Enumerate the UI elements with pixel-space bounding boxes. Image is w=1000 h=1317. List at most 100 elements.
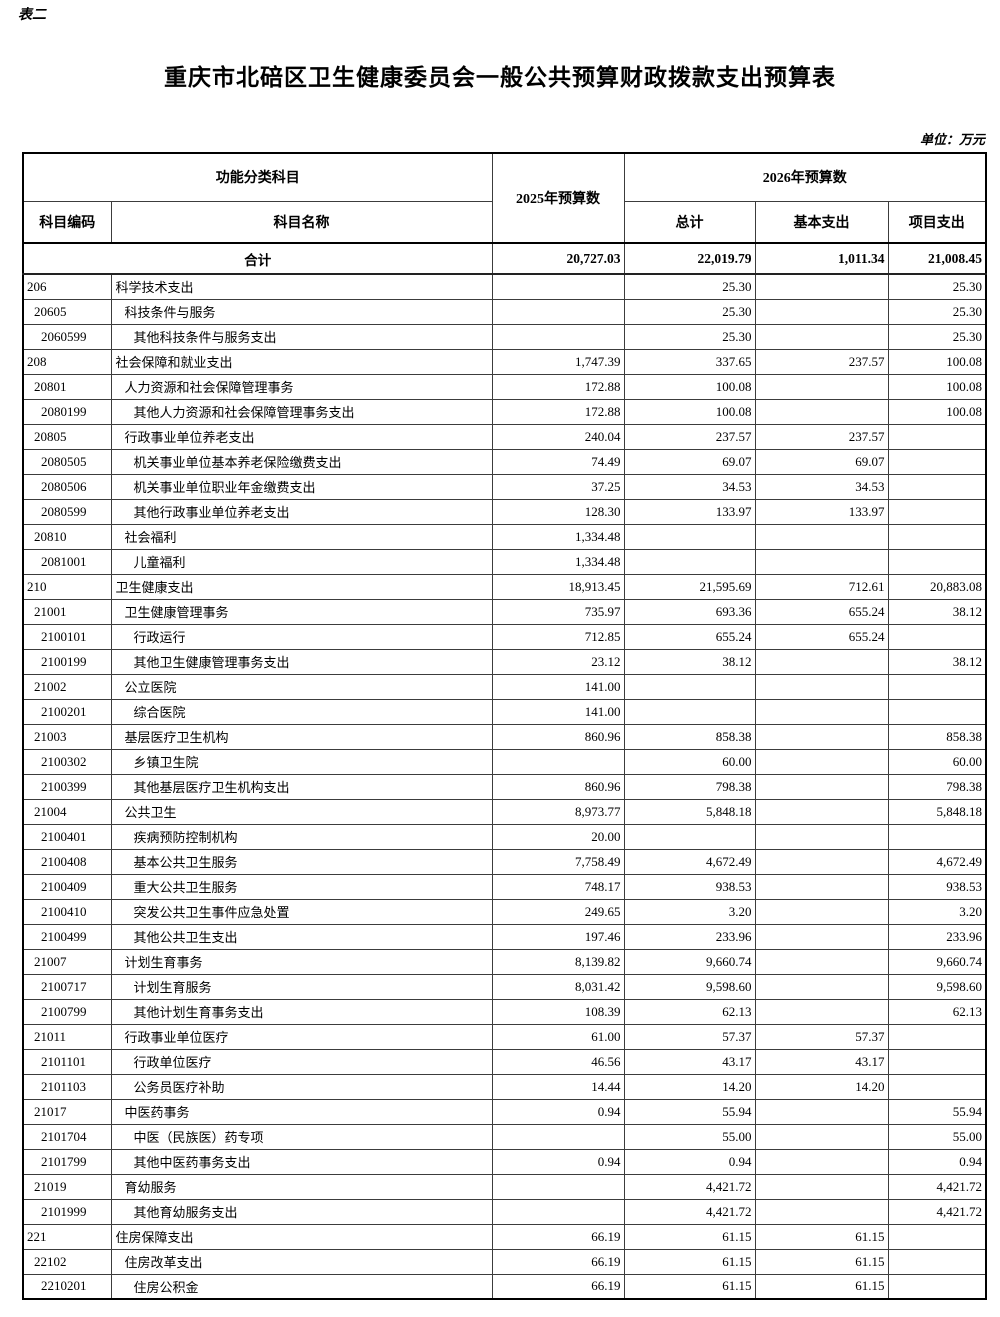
table-row: 20605 科技条件与服务 25.30 25.30 bbox=[22, 298, 987, 325]
row-subject-code: 2100302 bbox=[22, 748, 112, 775]
row-2026-project: 9,660.74 bbox=[887, 948, 987, 975]
row-subject-code: 2080506 bbox=[22, 473, 112, 500]
table-row: 2080599 其他行政事业单位养老支出 128.30 133.97 133.97 bbox=[22, 498, 987, 525]
budget-table-body: 合计 20,727.03 22,019.79 1,011.34 21,008.4… bbox=[22, 242, 987, 1300]
row-2026-basic bbox=[754, 273, 889, 300]
row-2026-basic: 237.57 bbox=[754, 423, 889, 450]
row-2025-budget: 141.00 bbox=[491, 673, 625, 700]
row-2025-budget: 14.44 bbox=[491, 1073, 625, 1100]
table-row: 2100409 重大公共卫生服务 748.17 938.53 938.53 bbox=[22, 873, 987, 900]
row-2025-budget: 18,913.45 bbox=[491, 573, 625, 600]
row-2026-project bbox=[887, 423, 987, 450]
row-2025-budget bbox=[491, 748, 625, 775]
row-2026-project bbox=[887, 1273, 987, 1300]
row-subject-code: 208 bbox=[22, 348, 112, 375]
row-subject-code: 21002 bbox=[22, 673, 112, 700]
row-subject-code: 2080599 bbox=[22, 498, 112, 525]
row-2026-basic bbox=[754, 323, 889, 350]
row-2026-total: 133.97 bbox=[623, 498, 756, 525]
row-subject-code: 2100408 bbox=[22, 848, 112, 875]
row-2026-basic: 712.61 bbox=[754, 573, 889, 600]
row-subject-code: 210 bbox=[22, 573, 112, 600]
row-subject-name: 住房公积金 bbox=[110, 1273, 493, 1300]
row-2026-basic bbox=[754, 298, 889, 325]
row-subject-name: 其他育幼服务支出 bbox=[110, 1198, 493, 1225]
row-subject-code: 2100399 bbox=[22, 773, 112, 800]
row-2026-total: 61.15 bbox=[623, 1248, 756, 1275]
row-subject-code: 21004 bbox=[22, 798, 112, 825]
row-2025-budget: 172.88 bbox=[491, 398, 625, 425]
row-2026-project: 3.20 bbox=[887, 898, 987, 925]
row-2026-project: 55.00 bbox=[887, 1123, 987, 1150]
row-2026-total bbox=[623, 548, 756, 575]
grand-total-row: 合计 20,727.03 22,019.79 1,011.34 21,008.4… bbox=[22, 242, 987, 275]
row-2026-total: 25.30 bbox=[623, 298, 756, 325]
row-subject-name: 计划生育事务 bbox=[110, 948, 493, 975]
table-row: 2100302 乡镇卫生院 60.00 60.00 bbox=[22, 748, 987, 775]
row-2026-project bbox=[887, 473, 987, 500]
table-row: 2101101 行政单位医疗 46.56 43.17 43.17 bbox=[22, 1048, 987, 1075]
row-2026-project: 5,848.18 bbox=[887, 798, 987, 825]
row-2026-project: 25.30 bbox=[887, 273, 987, 300]
row-2026-project bbox=[887, 548, 987, 575]
row-2026-basic bbox=[754, 948, 889, 975]
table-row: 20810 社会福利 1,334.48 bbox=[22, 523, 987, 550]
row-2025-budget: 8,031.42 bbox=[491, 973, 625, 1000]
grand-total-2025: 20,727.03 bbox=[491, 242, 625, 275]
table-row: 2100399 其他基层医疗卫生机构支出 860.96 798.38 798.38 bbox=[22, 773, 987, 800]
row-2026-total: 61.15 bbox=[623, 1273, 756, 1300]
row-subject-code: 221 bbox=[22, 1223, 112, 1250]
header-total: 总计 bbox=[623, 200, 756, 244]
table-row: 21011 行政事业单位医疗 61.00 57.37 57.37 bbox=[22, 1023, 987, 1050]
row-2025-budget: 249.65 bbox=[491, 898, 625, 925]
row-subject-code: 2101799 bbox=[22, 1148, 112, 1175]
row-2026-project bbox=[887, 1048, 987, 1075]
row-2025-budget: 61.00 bbox=[491, 1023, 625, 1050]
header-project-expenditure: 项目支出 bbox=[887, 200, 987, 244]
table-row: 2081001 儿童福利 1,334.48 bbox=[22, 548, 987, 575]
table-row: 2080505 机关事业单位基本养老保险缴费支出 74.49 69.07 69.07 bbox=[22, 448, 987, 475]
row-2025-budget bbox=[491, 273, 625, 300]
row-subject-name: 公立医院 bbox=[110, 673, 493, 700]
row-2026-basic: 237.57 bbox=[754, 348, 889, 375]
row-2026-basic bbox=[754, 973, 889, 1000]
row-2026-total: 69.07 bbox=[623, 448, 756, 475]
table-row: 21019 育幼服务 4,421.72 4,421.72 bbox=[22, 1173, 987, 1200]
row-subject-code: 2101999 bbox=[22, 1198, 112, 1225]
row-2026-total: 100.08 bbox=[623, 398, 756, 425]
row-subject-code: 20801 bbox=[22, 373, 112, 400]
row-subject-name: 其他人力资源和社会保障管理事务支出 bbox=[110, 398, 493, 425]
row-subject-code: 21007 bbox=[22, 948, 112, 975]
row-subject-code: 20810 bbox=[22, 523, 112, 550]
row-2026-project: 100.08 bbox=[887, 373, 987, 400]
table-row: 2100799 其他计划生育事务支出 108.39 62.13 62.13 bbox=[22, 998, 987, 1025]
row-2026-project bbox=[887, 698, 987, 725]
row-2026-total: 655.24 bbox=[623, 623, 756, 650]
row-2026-total: 34.53 bbox=[623, 473, 756, 500]
row-subject-name: 其他公共卫生支出 bbox=[110, 923, 493, 950]
row-2026-basic bbox=[754, 1173, 889, 1200]
unit-note: 单位：万元 bbox=[919, 132, 985, 147]
row-2026-total: 3.20 bbox=[623, 898, 756, 925]
table-row: 210 卫生健康支出 18,913.45 21,595.69 712.61 20,883.… bbox=[22, 573, 987, 600]
row-subject-code: 21019 bbox=[22, 1173, 112, 1200]
row-subject-code: 21017 bbox=[22, 1098, 112, 1125]
row-subject-name: 基层医疗卫生机构 bbox=[110, 723, 493, 750]
table-row: 2100410 突发公共卫生事件应急处置 249.65 3.20 3.20 bbox=[22, 898, 987, 925]
row-subject-code: 21001 bbox=[22, 598, 112, 625]
row-2025-budget: 240.04 bbox=[491, 423, 625, 450]
header-subject-name: 科目名称 bbox=[110, 200, 493, 244]
row-2026-basic bbox=[754, 798, 889, 825]
table-row: 22102 住房改革支出 66.19 61.15 61.15 bbox=[22, 1248, 987, 1275]
row-2026-basic bbox=[754, 523, 889, 550]
row-2026-basic: 57.37 bbox=[754, 1023, 889, 1050]
row-subject-name: 社会福利 bbox=[110, 523, 493, 550]
row-subject-code: 2100101 bbox=[22, 623, 112, 650]
row-2026-total: 21,595.69 bbox=[623, 573, 756, 600]
table-row: 2101103 公务员医疗补助 14.44 14.20 14.20 bbox=[22, 1073, 987, 1100]
row-2026-basic bbox=[754, 673, 889, 700]
row-subject-name: 人力资源和社会保障管理事务 bbox=[110, 373, 493, 400]
row-2026-basic bbox=[754, 373, 889, 400]
row-2026-project: 233.96 bbox=[887, 923, 987, 950]
table-row: 21007 计划生育事务 8,139.82 9,660.74 9,660.74 bbox=[22, 948, 987, 975]
